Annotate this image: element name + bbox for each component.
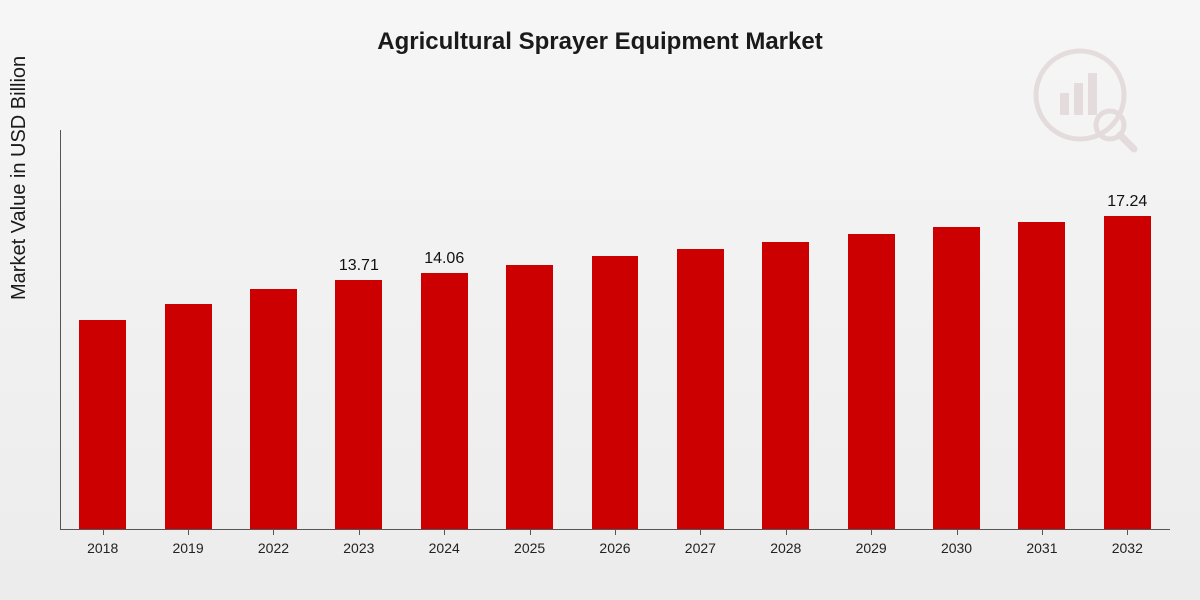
bar bbox=[933, 227, 980, 529]
x-tick bbox=[103, 530, 104, 535]
x-tick-label: 2029 bbox=[856, 540, 887, 556]
x-tick bbox=[359, 530, 360, 535]
bar bbox=[250, 289, 297, 529]
bar-value-label: 13.71 bbox=[319, 257, 399, 275]
x-tick-label: 2026 bbox=[599, 540, 630, 556]
x-tick bbox=[700, 530, 701, 535]
x-tick bbox=[188, 530, 189, 535]
bar bbox=[1018, 222, 1065, 529]
y-axis-line bbox=[60, 130, 61, 530]
chart-title: Agricultural Sprayer Equipment Market bbox=[0, 28, 1200, 56]
x-tick-label: 2018 bbox=[87, 540, 118, 556]
bar bbox=[592, 256, 639, 529]
x-tick-label: 2019 bbox=[172, 540, 203, 556]
bar-value-label: 17.24 bbox=[1087, 193, 1167, 211]
x-tick-label: 2031 bbox=[1026, 540, 1057, 556]
x-tick bbox=[615, 530, 616, 535]
x-tick bbox=[530, 530, 531, 535]
bar bbox=[79, 320, 126, 529]
x-tick-label: 2028 bbox=[770, 540, 801, 556]
bar bbox=[677, 249, 724, 529]
x-tick-label: 2027 bbox=[685, 540, 716, 556]
x-tick-label: 2024 bbox=[429, 540, 460, 556]
bar bbox=[1104, 216, 1151, 529]
x-tick-label: 2030 bbox=[941, 540, 972, 556]
chart-plot-area: 201820192022202313.71202414.062025202620… bbox=[60, 130, 1170, 530]
x-tick-label: 2032 bbox=[1112, 540, 1143, 556]
x-tick bbox=[957, 530, 958, 535]
bar bbox=[848, 234, 895, 529]
bar-value-label: 14.06 bbox=[404, 250, 484, 268]
x-tick bbox=[1042, 530, 1043, 535]
bar bbox=[506, 265, 553, 529]
x-tick bbox=[786, 530, 787, 535]
bar bbox=[165, 304, 212, 529]
x-tick-label: 2022 bbox=[258, 540, 289, 556]
x-tick bbox=[871, 530, 872, 535]
x-tick-label: 2025 bbox=[514, 540, 545, 556]
x-tick bbox=[444, 530, 445, 535]
x-tick-label: 2023 bbox=[343, 540, 374, 556]
y-axis-label: Market Value in USD Billion bbox=[8, 56, 31, 300]
bar bbox=[762, 242, 809, 529]
x-tick bbox=[1127, 530, 1128, 535]
bar bbox=[421, 273, 468, 529]
bar bbox=[335, 280, 382, 529]
x-tick bbox=[273, 530, 274, 535]
